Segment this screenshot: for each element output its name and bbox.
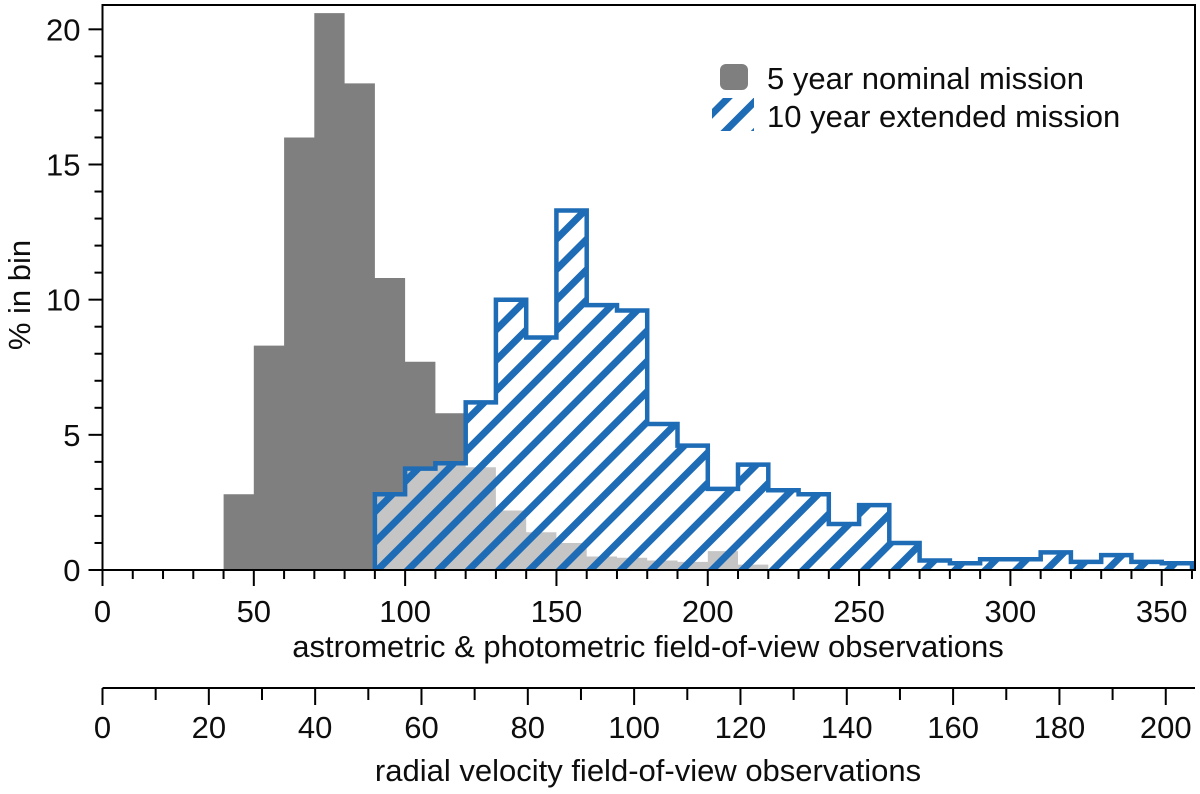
tick-label: 100 (608, 710, 660, 745)
blue-histogram-fill (374, 210, 1192, 570)
x-axis-main: 0 50 100 150 200 250 300 350 (94, 570, 1193, 629)
tick-label: 60 (404, 710, 438, 745)
legend-swatch-hatched (712, 98, 754, 131)
tick-label: 10 (46, 283, 80, 318)
tick-label: 140 (821, 710, 873, 745)
tick-label: 0 (63, 553, 80, 588)
tick-label: 0 (94, 594, 111, 629)
tick-label: 200 (682, 594, 734, 629)
x-axis-secondary: 0 20 40 60 80 100 120 140 160 180 200 (94, 688, 1192, 745)
x-axis-main-label: astrometric & photometric field-of-view … (292, 629, 1004, 664)
tick-label: 350 (1136, 594, 1188, 629)
y-axis-label: % in bin (2, 240, 37, 350)
gray-histogram-bars (223, 13, 769, 571)
legend-label-nominal: 5 year nominal mission (767, 61, 1084, 96)
axes: 0 50 100 150 200 250 300 350 0 20 40 60 80 100 120 140… (46, 4, 1196, 745)
tick-label: 100 (379, 594, 431, 629)
legend-label-extended: 10 year extended mission (767, 99, 1120, 134)
tick-label: 20 (46, 12, 80, 47)
tick-label: 50 (237, 594, 271, 629)
tick-label: 20 (192, 710, 226, 745)
tick-label: 0 (94, 710, 111, 745)
blue-histogram-outline (372, 208, 1195, 570)
tick-label: 160 (927, 710, 979, 745)
tick-label: 80 (511, 710, 545, 745)
plot-area (223, 13, 1195, 571)
tick-label: 300 (985, 594, 1037, 629)
y-axis: 0 5 10 15 20 (46, 12, 103, 588)
tick-label: 200 (1140, 710, 1192, 745)
tick-label: 40 (298, 710, 332, 745)
tick-label: 150 (531, 594, 583, 629)
tick-label: 180 (1034, 710, 1086, 745)
tick-label: 120 (715, 710, 767, 745)
tick-label: 15 (46, 147, 80, 182)
tick-label: 5 (63, 418, 80, 453)
legend: 5 year nominal mission 10 year extended … (712, 61, 1120, 134)
x-axis-secondary-label: radial velocity field-of-view observatio… (375, 753, 921, 788)
tick-label: 250 (833, 594, 885, 629)
legend-swatch-gray (720, 64, 748, 90)
